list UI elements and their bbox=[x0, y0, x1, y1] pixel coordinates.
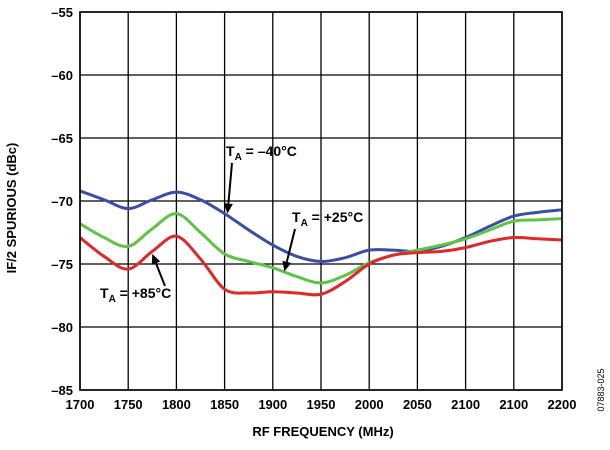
y-tick-label: –55 bbox=[51, 5, 73, 20]
x-tick-label: 2000 bbox=[355, 397, 384, 412]
x-tick-label: 1850 bbox=[210, 397, 239, 412]
x-tick-label: 1700 bbox=[66, 397, 95, 412]
series-line-2 bbox=[79, 212, 563, 285]
y-axis-title: IF/2 SPURIOUS (dBc) bbox=[4, 143, 19, 274]
y-tick-label: –80 bbox=[51, 320, 73, 335]
series-group bbox=[79, 189, 563, 297]
plot-frame bbox=[79, 11, 563, 391]
x-tick-label: 2100 bbox=[451, 397, 480, 412]
y-tick-label: –85 bbox=[51, 383, 73, 398]
annotation-arrow-head bbox=[282, 260, 292, 272]
x-tick-labels: 1700 1750 1800 1850 1900 1950 2000 2050 2100 2100… bbox=[66, 397, 577, 412]
y-tick-label: –70 bbox=[51, 194, 73, 209]
y-tick-labels: –55 –60 –65 –70 –75 –80 –85 bbox=[51, 5, 73, 398]
x-tick-label: 1800 bbox=[162, 397, 191, 412]
annotation-arrow-head bbox=[223, 203, 233, 214]
x-tick-label: 1900 bbox=[258, 397, 287, 412]
x-tick-label: 1750 bbox=[114, 397, 143, 412]
plot-border bbox=[79, 11, 563, 391]
annotation-arrow-shaft bbox=[285, 228, 296, 263]
annotation-arrow-shaft bbox=[155, 262, 166, 287]
y-tick-label: –65 bbox=[51, 131, 73, 146]
x-tick-label: 2050 bbox=[403, 397, 432, 412]
series-line-3 bbox=[79, 234, 563, 297]
annotation-arrow-head bbox=[151, 253, 161, 265]
y-tick-label: –75 bbox=[51, 257, 73, 272]
annotations: TA = –40°C TA = +25°C TA = +85°C bbox=[100, 143, 363, 305]
annotation-label: TA = –40°C bbox=[226, 143, 297, 163]
x-tick-label: 1950 bbox=[307, 397, 336, 412]
annotation-label: TA = +25°C bbox=[292, 209, 363, 229]
x-axis-title: RF FREQUENCY (MHz) bbox=[252, 424, 393, 439]
series-line-1 bbox=[79, 189, 563, 263]
annotation-arrow-shaft bbox=[227, 162, 233, 204]
annotation-label: TA = +85°C bbox=[100, 285, 171, 305]
figure-code: 07883-025 bbox=[596, 368, 606, 411]
y-tick-label: –60 bbox=[51, 68, 73, 83]
x-tick-label: 2100 bbox=[499, 397, 528, 412]
x-tick-label: 2200 bbox=[548, 397, 577, 412]
